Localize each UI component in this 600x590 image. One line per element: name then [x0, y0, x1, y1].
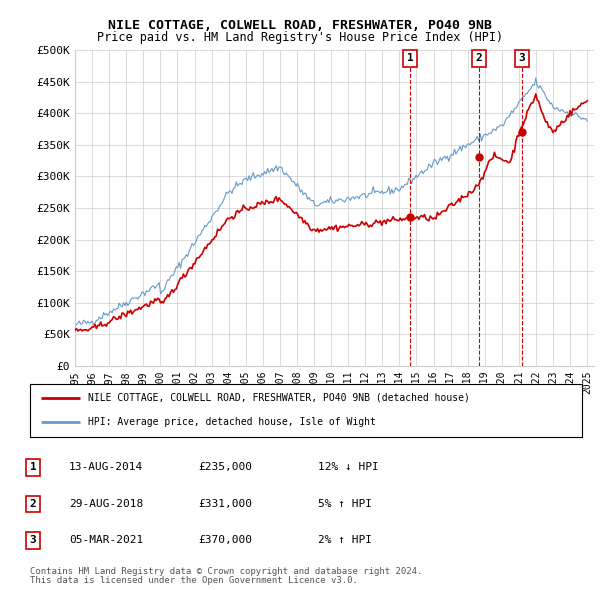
Text: 29-AUG-2018: 29-AUG-2018	[69, 499, 143, 509]
Text: NILE COTTAGE, COLWELL ROAD, FRESHWATER, PO40 9NB (detached house): NILE COTTAGE, COLWELL ROAD, FRESHWATER, …	[88, 393, 470, 403]
Text: 1: 1	[29, 463, 37, 472]
Text: 12% ↓ HPI: 12% ↓ HPI	[318, 463, 379, 472]
Text: 3: 3	[29, 536, 37, 545]
Text: HPI: Average price, detached house, Isle of Wight: HPI: Average price, detached house, Isle…	[88, 417, 376, 427]
Text: 5% ↑ HPI: 5% ↑ HPI	[318, 499, 372, 509]
Text: Contains HM Land Registry data © Crown copyright and database right 2024.: Contains HM Land Registry data © Crown c…	[30, 567, 422, 576]
Text: 2: 2	[476, 53, 482, 63]
Text: 2% ↑ HPI: 2% ↑ HPI	[318, 536, 372, 545]
Text: 1: 1	[407, 53, 413, 63]
Text: 2: 2	[29, 499, 37, 509]
Text: 3: 3	[518, 53, 525, 63]
Text: NILE COTTAGE, COLWELL ROAD, FRESHWATER, PO40 9NB: NILE COTTAGE, COLWELL ROAD, FRESHWATER, …	[108, 19, 492, 32]
Text: Price paid vs. HM Land Registry's House Price Index (HPI): Price paid vs. HM Land Registry's House …	[97, 31, 503, 44]
Text: £235,000: £235,000	[198, 463, 252, 472]
Text: 13-AUG-2014: 13-AUG-2014	[69, 463, 143, 472]
Text: £331,000: £331,000	[198, 499, 252, 509]
Text: This data is licensed under the Open Government Licence v3.0.: This data is licensed under the Open Gov…	[30, 576, 358, 585]
Text: £370,000: £370,000	[198, 536, 252, 545]
Text: 05-MAR-2021: 05-MAR-2021	[69, 536, 143, 545]
